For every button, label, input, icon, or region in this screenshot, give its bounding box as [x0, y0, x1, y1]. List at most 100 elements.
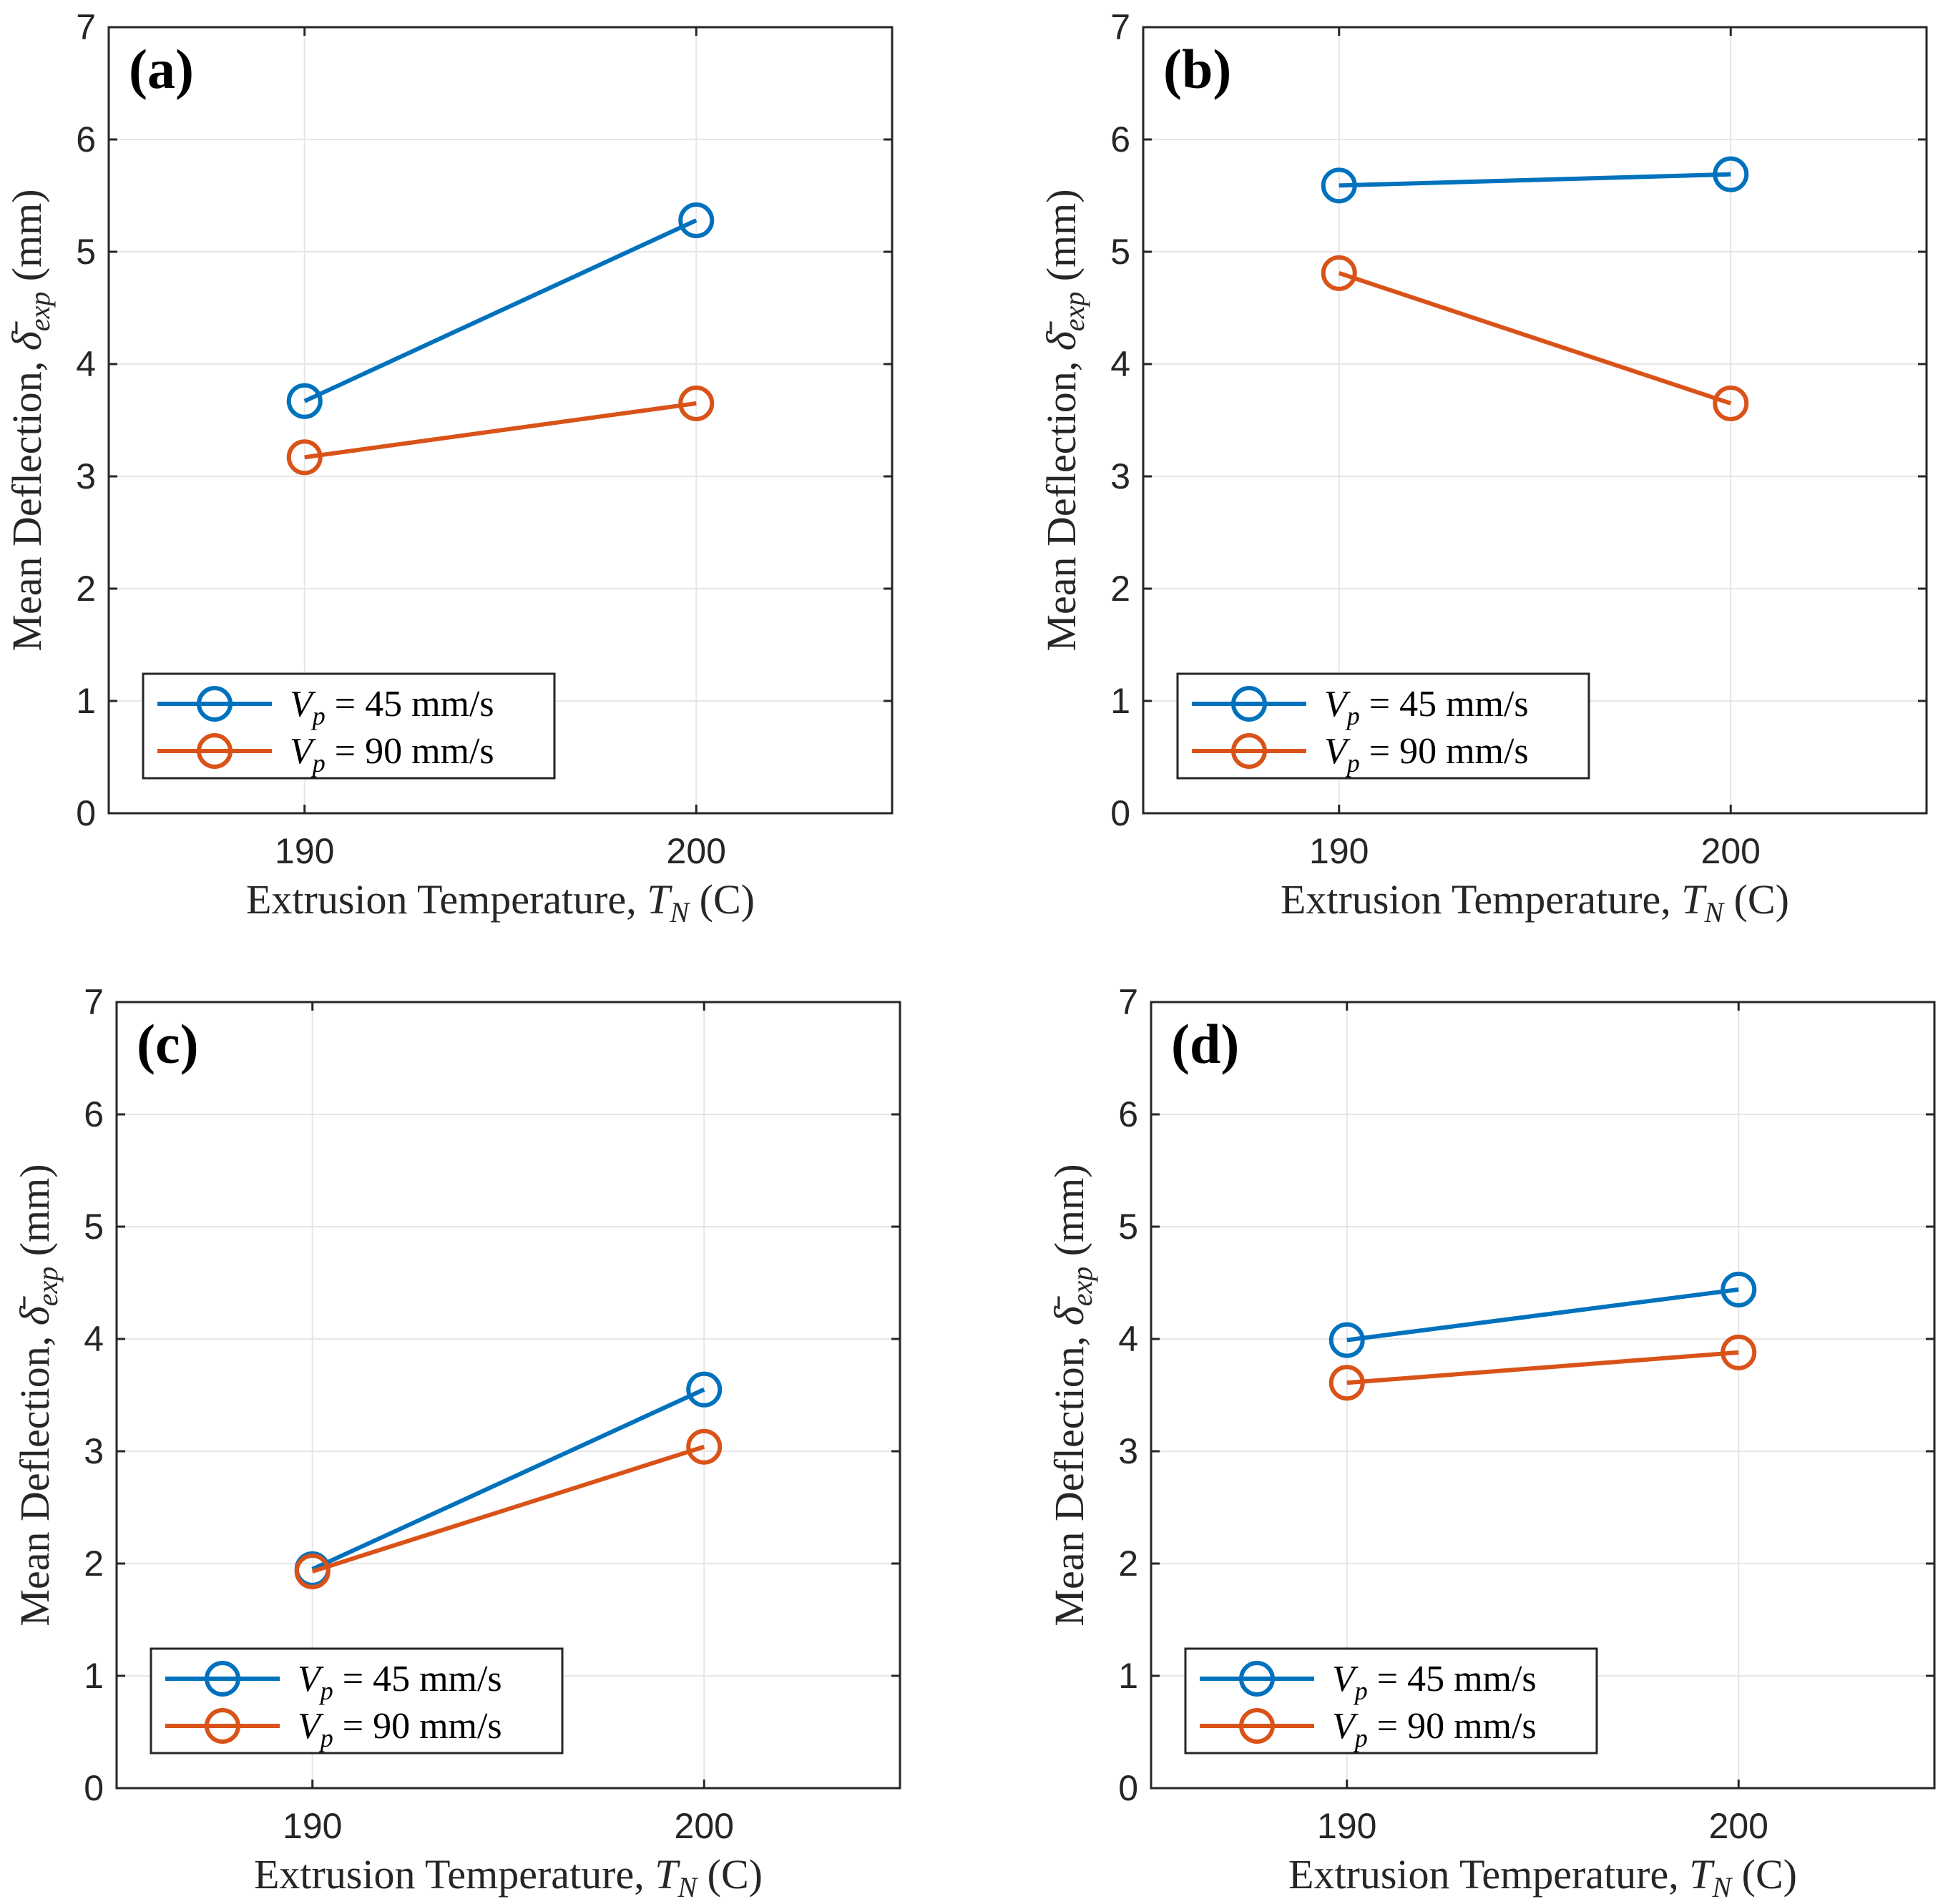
x-tick-label: 190	[275, 831, 334, 871]
y-tick-label: 1	[84, 1656, 104, 1696]
y-tick-label: 6	[1110, 119, 1130, 160]
panel-label: (c)	[137, 1013, 199, 1075]
series-line-90	[1338, 270, 1732, 406]
legend-box	[1184, 1647, 1598, 1755]
legend-marker	[205, 1708, 240, 1744]
y-tick-label: 2	[84, 1544, 104, 1584]
y-tick-label: 0	[1110, 793, 1130, 833]
y-tick-label: 0	[1118, 1768, 1138, 1808]
y-axis-label: Mean Deflection, δ̄exp (mm)	[4, 189, 56, 651]
data-point-45	[1721, 1271, 1757, 1307]
panel-label: (d)	[1171, 1013, 1239, 1075]
x-tick-label: 190	[283, 1806, 342, 1846]
axes-box	[107, 26, 894, 815]
legend-entry-90: Vp = 90 mm/s	[1324, 731, 1529, 777]
panel-d: 0 1 2 3 4 5 6 7 190 200 Extrusion Temperature, TN …	[1046, 982, 1936, 1903]
x-tick-label: 190	[1309, 831, 1369, 871]
y-tick-label: 4	[84, 1319, 104, 1359]
x-tick-label: 200	[1701, 831, 1761, 871]
y-tick-label: 2	[1118, 1544, 1138, 1584]
data-point-45	[686, 1371, 723, 1408]
legend: Vp = 45 mm/sVp = 90 mm/s	[1184, 1647, 1598, 1755]
y-tick-label: 4	[1110, 344, 1130, 384]
legend-entry-90: Vp = 90 mm/s	[1332, 1706, 1537, 1752]
y-tick-label: 5	[1118, 1207, 1138, 1247]
y-tick-label: 7	[84, 982, 104, 1022]
legend-marker	[205, 1661, 240, 1697]
legend-entry-45: Vp = 45 mm/s	[1332, 1659, 1537, 1705]
axes-box	[115, 1001, 901, 1790]
legend: Vp = 45 mm/sVp = 90 mm/s	[1176, 672, 1590, 780]
data-point-45	[678, 202, 715, 239]
y-tick-label: 0	[76, 793, 96, 833]
y-tick-label: 5	[76, 232, 96, 272]
x-axis-label: Extrusion Temperature, TN (C)	[1288, 1851, 1797, 1903]
y-tick-label: 4	[1118, 1319, 1138, 1359]
y-tick-label: 3	[1110, 456, 1130, 496]
legend: Vp = 45 mm/sVp = 90 mm/s	[150, 1647, 564, 1755]
legend-marker	[197, 733, 233, 769]
legend-entry-45: Vp = 45 mm/s	[1324, 684, 1529, 730]
x-axis-label: Extrusion Temperature, TN (C)	[1281, 876, 1789, 928]
data-point-45	[1321, 167, 1357, 204]
data-point-90	[1713, 385, 1749, 421]
y-tick-label: 7	[1110, 7, 1130, 47]
legend-entry-45: Vp = 45 mm/s	[290, 684, 494, 730]
y-axis-label: Mean Deflection, δ̄exp (mm)	[1046, 1164, 1098, 1626]
series-line-45	[303, 218, 698, 403]
legend-entry-90: Vp = 90 mm/s	[298, 1706, 502, 1752]
y-tick-label: 3	[84, 1431, 104, 1471]
x-tick-label: 200	[675, 1806, 734, 1846]
x-axis-label: Extrusion Temperature, TN (C)	[254, 1851, 763, 1903]
data-point-90	[1321, 255, 1357, 291]
panel-label: (a)	[129, 38, 194, 100]
legend: Vp = 45 mm/sVp = 90 mm/s	[142, 672, 556, 780]
panel-c: 0 1 2 3 4 5 6 7 190 200 Extrusion Temperature, TN …	[11, 982, 901, 1903]
panel-label: (b)	[1163, 38, 1231, 100]
legend-box	[142, 672, 556, 780]
panel-a: 0 1 2 3 4 5 6 7 190 200 Extrusion Temperature, TN …	[4, 7, 894, 928]
axes-box	[1150, 1001, 1936, 1790]
y-tick-label: 1	[1118, 1656, 1138, 1696]
y-tick-label: 0	[84, 1768, 104, 1808]
y-tick-label: 1	[76, 681, 96, 721]
series-line-45	[1346, 1287, 1739, 1343]
series-line-45	[311, 1387, 705, 1571]
series-line-45	[1339, 172, 1731, 188]
x-tick-label: 190	[1317, 1806, 1376, 1846]
legend-marker	[197, 686, 233, 722]
legend-entry-90: Vp = 90 mm/s	[290, 731, 494, 777]
y-tick-label: 3	[1118, 1431, 1138, 1471]
y-tick-label: 2	[1110, 569, 1130, 609]
data-point-45	[286, 383, 323, 419]
y-tick-label: 6	[1118, 1094, 1138, 1134]
data-point-90	[686, 1428, 723, 1465]
y-tick-label: 6	[76, 119, 96, 160]
y-tick-label: 1	[1110, 681, 1130, 721]
x-axis-label: Extrusion Temperature, TN (C)	[246, 876, 755, 928]
x-tick-label: 200	[1709, 1806, 1768, 1846]
data-point-45	[1713, 156, 1749, 192]
data-point-90	[294, 1553, 331, 1589]
legend-box	[1176, 672, 1590, 780]
legend-marker	[1239, 1661, 1275, 1697]
y-tick-label: 6	[84, 1094, 104, 1134]
y-tick-label: 4	[76, 344, 96, 384]
y-tick-label: 5	[84, 1207, 104, 1247]
y-tick-label: 2	[76, 569, 96, 609]
legend-marker	[1231, 733, 1267, 769]
data-point-90	[1328, 1365, 1365, 1401]
legend-entry-45: Vp = 45 mm/s	[298, 1659, 502, 1705]
legend-marker	[1239, 1708, 1275, 1744]
data-point-90	[678, 385, 715, 421]
y-tick-label: 5	[1110, 232, 1130, 272]
series-line-90	[1346, 1350, 1739, 1385]
y-axis-label: Mean Deflection, δ̄exp (mm)	[11, 1164, 64, 1626]
y-axis-label: Mean Deflection, δ̄exp (mm)	[1038, 189, 1090, 651]
panel-b: 0 1 2 3 4 5 6 7 190 200 Extrusion Temperature, TN …	[1038, 7, 1928, 928]
series-line-90	[304, 401, 697, 460]
axes-box	[1142, 26, 1928, 815]
data-point-90	[1721, 1334, 1757, 1370]
y-tick-label: 3	[76, 456, 96, 496]
